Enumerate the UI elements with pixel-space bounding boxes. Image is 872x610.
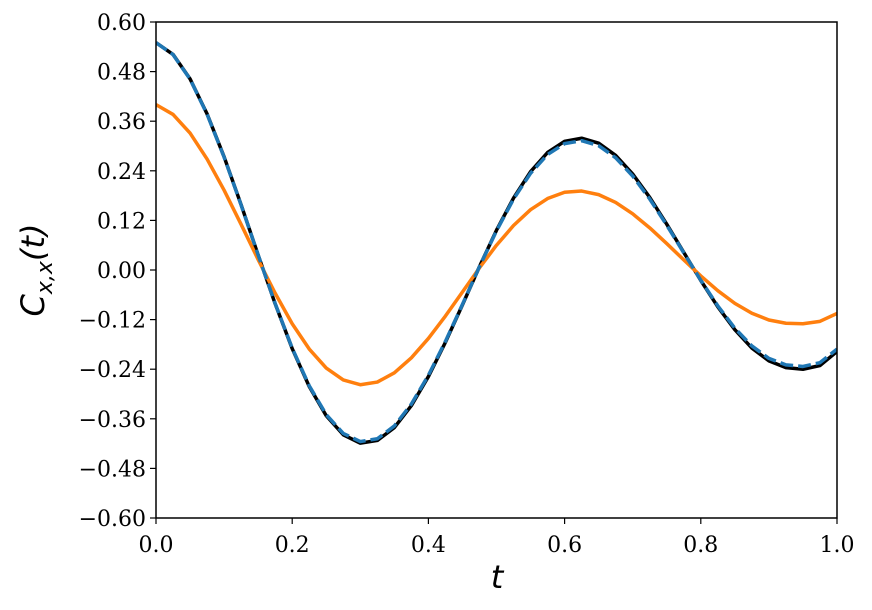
y-tick-label: 0.36: [97, 110, 146, 135]
y-tick-label: 0.00: [97, 259, 146, 284]
y-label-rest: (t): [14, 224, 52, 262]
x-tick-label: 0.0: [139, 533, 174, 558]
y-label-base: C: [14, 293, 52, 316]
y-axis-label: Cx,x(t): [14, 224, 58, 317]
y-tick-label: −0.48: [79, 457, 146, 482]
line-series: [156, 103, 837, 387]
y-tick-label: 0.12: [97, 209, 146, 234]
x-tick-label: 0.4: [411, 533, 446, 558]
plot-frame: [155, 21, 838, 519]
x-tick-label: 1.0: [820, 533, 855, 558]
y-tick-label: 0.48: [97, 61, 146, 86]
x-tick-label: 0.6: [547, 533, 582, 558]
y-label-sub: x,x: [33, 260, 58, 295]
y-tick-label: 0.60: [97, 11, 146, 36]
x-tick-label: 0.8: [683, 533, 718, 558]
x-axis-label: t: [491, 558, 505, 596]
y-tick-label: −0.24: [79, 358, 146, 383]
line-series: [156, 41, 837, 444]
y-tick-label: 0.24: [97, 160, 146, 185]
y-tick-label: −0.60: [79, 507, 146, 532]
y-tick-label: −0.12: [79, 309, 146, 334]
x-tick-label: 0.2: [275, 533, 310, 558]
y-tick-label: −0.36: [79, 408, 146, 433]
